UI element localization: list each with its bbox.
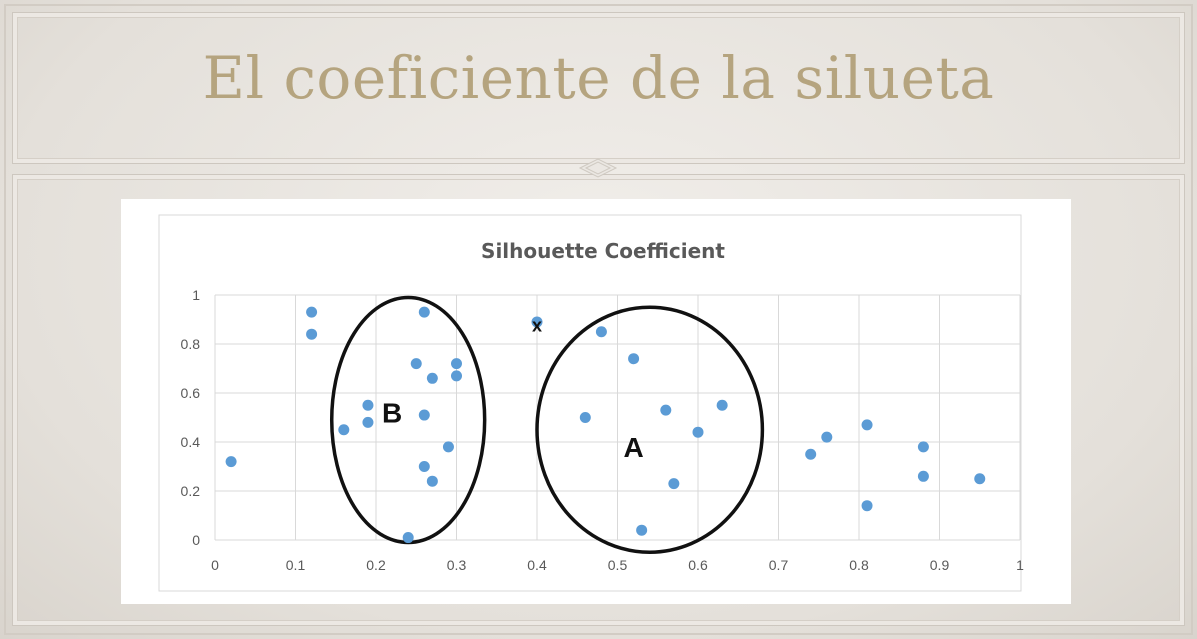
data-point <box>418 306 430 318</box>
data-point <box>306 328 318 340</box>
x-tick-label: 0.4 <box>527 557 547 573</box>
data-point <box>660 404 672 416</box>
slide-frame <box>4 4 1193 635</box>
chart-title: Silhouette Coefficient <box>481 239 725 263</box>
data-points <box>225 306 986 544</box>
data-point <box>306 306 318 318</box>
data-point <box>861 419 873 431</box>
data-point <box>692 426 704 438</box>
tick-labels: 0 0.1 0.2 0.3 0.4 0.5 0.6 0.7 0.8 0.9 1 0 0.2 0.4 0.6 0… <box>181 287 1025 573</box>
chart-area-border <box>158 214 1022 592</box>
slide-title: El coeficiente de la silueta <box>202 44 995 112</box>
annotation-label-x: x <box>532 315 542 335</box>
data-point <box>805 448 817 460</box>
data-point <box>451 370 462 382</box>
x-tick-label: 0.8 <box>849 557 869 573</box>
x-tick-label: 0.1 <box>286 557 306 573</box>
y-tick-label: 0.4 <box>181 434 201 450</box>
data-point <box>418 461 430 472</box>
annotation-label-b: B <box>382 398 402 429</box>
data-point <box>628 353 640 365</box>
grid-lines <box>214 294 1021 541</box>
data-point <box>362 399 374 411</box>
data-point <box>225 456 237 468</box>
data-point <box>418 409 430 421</box>
data-point <box>821 431 833 443</box>
x-tick-label: 0.7 <box>769 557 789 573</box>
data-point <box>531 316 543 328</box>
data-point <box>338 424 350 436</box>
x-tick-label: 0.3 <box>447 557 467 573</box>
y-tick-label: 0.2 <box>181 483 201 499</box>
data-point <box>442 441 454 453</box>
data-point <box>402 532 414 544</box>
annotations: B Ax <box>382 315 644 463</box>
x-tick-label: 0.2 <box>366 557 386 573</box>
x-tick-label: 0.5 <box>608 557 628 573</box>
x-tick-label: 1 <box>1016 557 1024 573</box>
data-point <box>579 412 591 423</box>
annotation-label-a: A <box>623 432 643 463</box>
data-point <box>451 358 462 370</box>
x-tick-label: 0 <box>211 557 219 573</box>
data-point <box>426 475 438 487</box>
data-point <box>426 372 438 384</box>
data-point <box>668 478 680 490</box>
cluster-ellipse-b <box>329 295 487 545</box>
y-tick-label: 0 <box>192 532 200 548</box>
cluster-ellipse-a <box>535 305 765 554</box>
data-point <box>974 473 986 485</box>
x-tick-label: 0.6 <box>688 557 708 573</box>
data-point <box>636 524 648 536</box>
y-tick-label: 1 <box>192 287 200 303</box>
data-point <box>362 416 374 428</box>
scatter-chart: Silhouette Coefficient 0 0.1 0.2 0.3 0.4 0.5 0… <box>158 214 1025 592</box>
y-tick-label: 0.6 <box>181 385 201 401</box>
chart-panel: Silhouette Coefficient 0 0.1 0.2 0.3 0.4 0.5 0… <box>121 199 1071 604</box>
x-tick-label: 0.9 <box>930 557 950 573</box>
y-tick-label: 0.8 <box>181 336 201 352</box>
data-point <box>917 441 929 453</box>
divider-ornament-icon <box>578 158 618 178</box>
data-point <box>716 399 728 411</box>
data-point <box>595 326 607 338</box>
data-point <box>861 500 873 512</box>
data-point <box>410 358 422 370</box>
data-point <box>917 470 929 482</box>
